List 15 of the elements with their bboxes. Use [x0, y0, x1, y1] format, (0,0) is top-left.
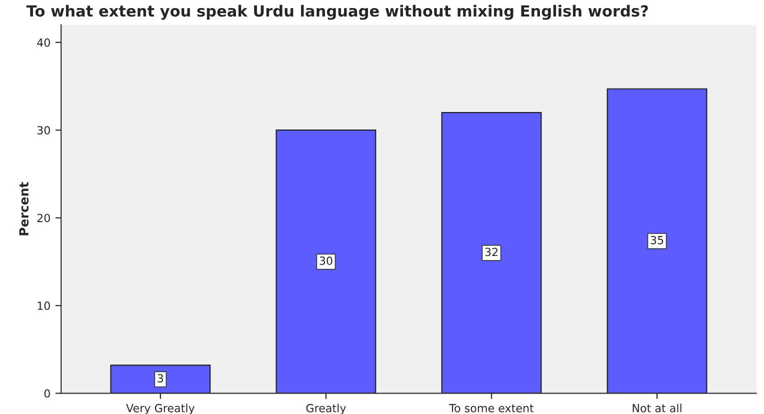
x-tick-label: Greatly: [306, 404, 346, 414]
x-tick-label: Not at all: [632, 404, 682, 412]
y-tick-label: 20: [37, 214, 50, 222]
y-tick-label: 40: [37, 38, 50, 47]
y-axis-title: Percent: [19, 182, 29, 236]
chart-title: To what extent you speak Urdu language without mixing English words?: [26, 4, 648, 20]
data-label: 3: [158, 374, 164, 382]
x-tick-label: To some extent: [449, 404, 534, 412]
data-label: 32: [485, 248, 498, 256]
y-tick-label: 30: [37, 126, 50, 134]
y-tick-label: 10: [38, 302, 50, 310]
data-label: 30: [320, 256, 332, 265]
y-tick-label: 0: [44, 389, 50, 398]
data-label: 35: [650, 236, 664, 244]
x-tick-label: Very Greatly: [126, 404, 195, 414]
